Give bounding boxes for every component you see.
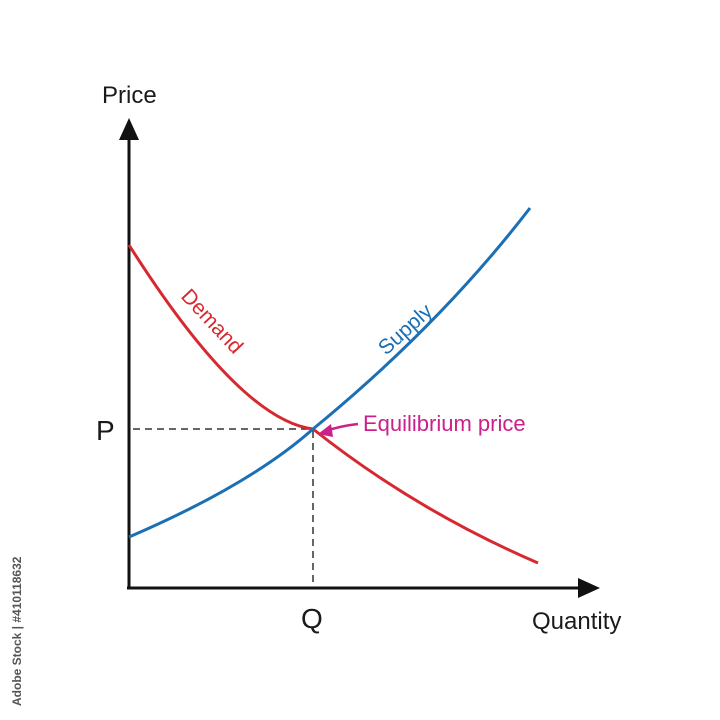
supply-label: Supply [374,299,437,359]
y-axis-label: Price [102,82,157,109]
watermark-credit: Adobe Stock | #410118632 [10,556,24,706]
y-axis-arrow [119,118,139,140]
equilibrium-arrowhead [318,424,333,437]
demand-label: Demand [176,285,247,359]
equilibrium-label: Equilibrium price [363,411,526,436]
quantity-tick-label: Q [301,603,323,634]
supply-curve [128,207,532,539]
x-axis-label: Quantity [532,608,621,635]
price-tick-label: P [96,415,115,446]
x-axis-arrow [578,578,600,598]
